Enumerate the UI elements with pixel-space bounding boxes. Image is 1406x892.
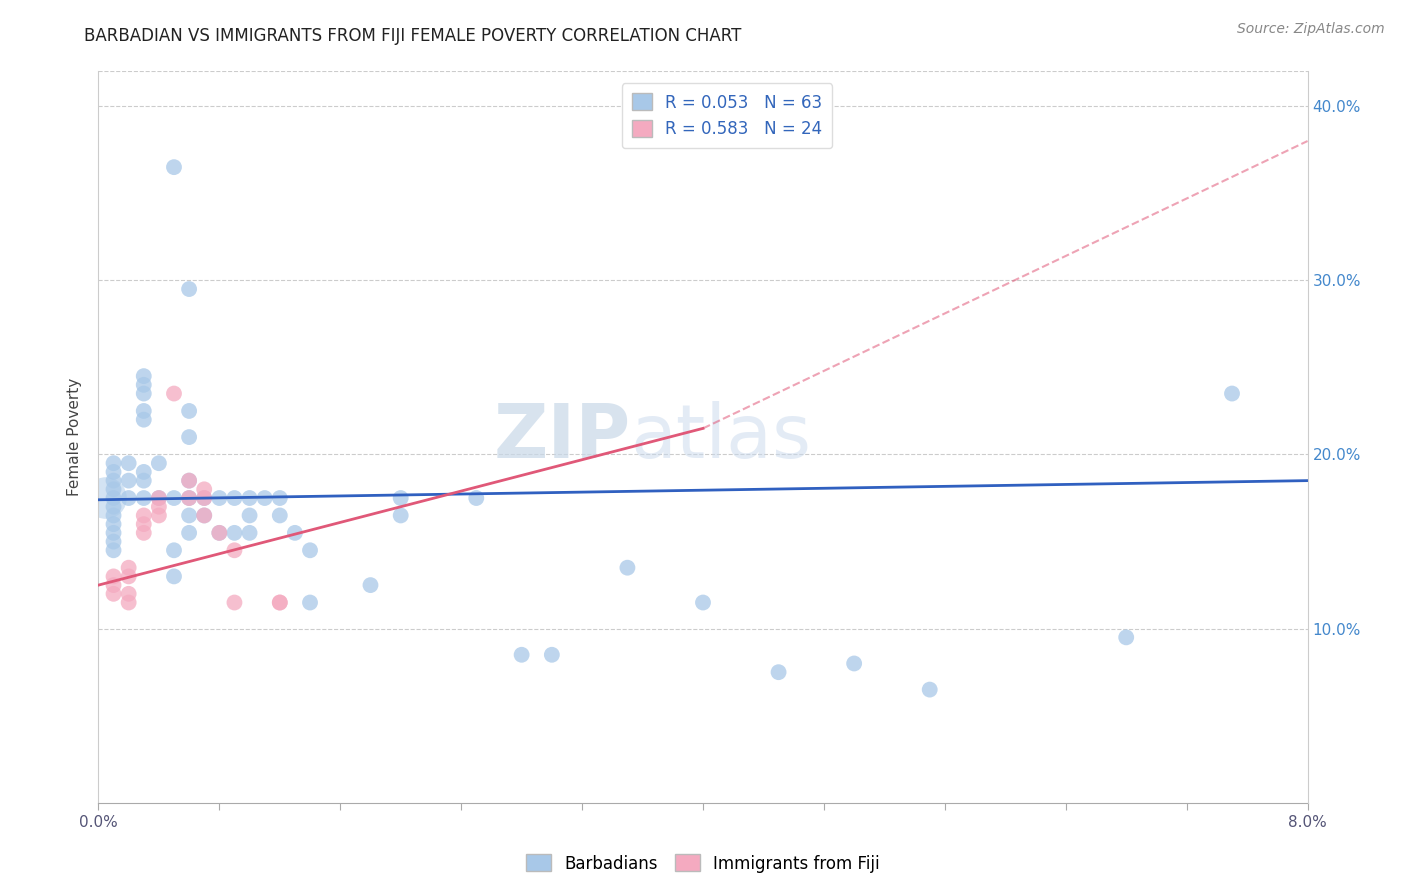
Point xyxy=(103,517,125,532)
Point xyxy=(118,569,141,583)
Point xyxy=(132,386,155,401)
Point xyxy=(132,404,155,418)
Point xyxy=(132,517,155,532)
Point xyxy=(148,500,170,514)
Point xyxy=(132,369,155,384)
Point xyxy=(94,491,117,505)
Point xyxy=(208,525,231,540)
Point xyxy=(269,595,291,609)
Point xyxy=(510,648,533,662)
Text: atlas: atlas xyxy=(630,401,811,474)
Point xyxy=(179,430,201,444)
Point xyxy=(103,465,125,479)
Point xyxy=(103,543,125,558)
Point xyxy=(118,474,141,488)
Point xyxy=(118,456,141,470)
Text: Source: ZipAtlas.com: Source: ZipAtlas.com xyxy=(1237,22,1385,37)
Point xyxy=(360,578,382,592)
Point xyxy=(118,587,141,601)
Point xyxy=(844,657,866,671)
Point xyxy=(465,491,488,505)
Point xyxy=(193,483,215,497)
Point xyxy=(389,491,412,505)
Point xyxy=(224,543,246,558)
Point xyxy=(148,456,170,470)
Point xyxy=(224,491,246,505)
Point xyxy=(269,595,291,609)
Point xyxy=(103,474,125,488)
Point xyxy=(132,525,155,540)
Point xyxy=(103,534,125,549)
Point xyxy=(103,456,125,470)
Point xyxy=(103,491,125,505)
Point xyxy=(179,491,201,505)
Point xyxy=(616,560,638,574)
Point xyxy=(269,508,291,523)
Point xyxy=(179,404,201,418)
Point xyxy=(103,525,125,540)
Point xyxy=(179,474,201,488)
Point xyxy=(163,386,186,401)
Y-axis label: Female Poverty: Female Poverty xyxy=(67,378,83,496)
Point xyxy=(1220,386,1243,401)
Point xyxy=(132,491,155,505)
Point xyxy=(163,569,186,583)
Point xyxy=(692,595,714,609)
Point xyxy=(103,569,125,583)
Point xyxy=(1115,631,1137,645)
Point xyxy=(179,282,201,296)
Point xyxy=(193,491,215,505)
Point xyxy=(179,508,201,523)
Point xyxy=(224,525,246,540)
Point xyxy=(118,491,141,505)
Legend: R = 0.053   N = 63, R = 0.583   N = 24: R = 0.053 N = 63, R = 0.583 N = 24 xyxy=(621,83,832,148)
Point xyxy=(299,595,322,609)
Point xyxy=(118,560,141,574)
Point xyxy=(148,491,170,505)
Point xyxy=(163,160,186,174)
Point xyxy=(132,474,155,488)
Point xyxy=(163,491,186,505)
Point xyxy=(239,491,262,505)
Point xyxy=(103,587,125,601)
Point xyxy=(179,474,201,488)
Point xyxy=(224,595,246,609)
Point xyxy=(103,508,125,523)
Point xyxy=(103,500,125,514)
Point xyxy=(193,491,215,505)
Point xyxy=(193,508,215,523)
Point xyxy=(253,491,276,505)
Point xyxy=(148,491,170,505)
Point xyxy=(132,465,155,479)
Point xyxy=(193,508,215,523)
Text: ZIP: ZIP xyxy=(494,401,630,474)
Point xyxy=(148,508,170,523)
Point xyxy=(269,491,291,505)
Point xyxy=(208,491,231,505)
Point xyxy=(132,508,155,523)
Point xyxy=(103,578,125,592)
Point xyxy=(103,483,125,497)
Point xyxy=(239,525,262,540)
Point xyxy=(299,543,322,558)
Point xyxy=(389,508,412,523)
Point xyxy=(179,491,201,505)
Point xyxy=(163,543,186,558)
Point xyxy=(118,595,141,609)
Text: BARBADIAN VS IMMIGRANTS FROM FIJI FEMALE POVERTY CORRELATION CHART: BARBADIAN VS IMMIGRANTS FROM FIJI FEMALE… xyxy=(84,27,742,45)
Point xyxy=(132,412,155,426)
Point xyxy=(768,665,790,680)
Point xyxy=(208,525,231,540)
Point xyxy=(179,525,201,540)
Point xyxy=(540,648,562,662)
Legend: Barbadians, Immigrants from Fiji: Barbadians, Immigrants from Fiji xyxy=(520,847,886,880)
Point xyxy=(239,508,262,523)
Point xyxy=(918,682,941,697)
Point xyxy=(284,525,307,540)
Point xyxy=(132,377,155,392)
